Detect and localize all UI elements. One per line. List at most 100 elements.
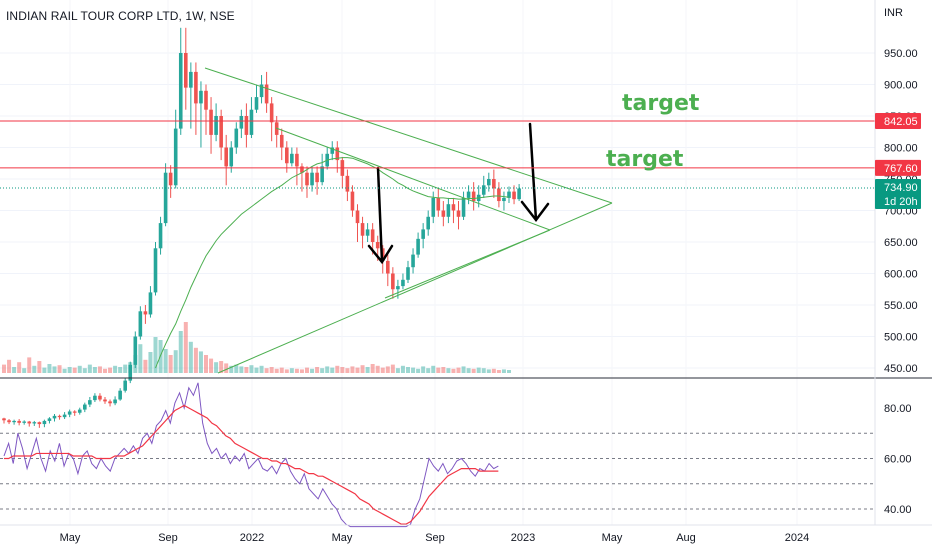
candle-body (83, 404, 87, 410)
time-tick-label: 2024 (785, 532, 809, 544)
volume-bar (118, 367, 123, 373)
candle-body (355, 210, 360, 224)
volume-bar (219, 361, 224, 373)
candle-body (22, 421, 26, 423)
volume-bar (471, 368, 476, 373)
candle-body (279, 134, 284, 148)
candle-body (285, 147, 289, 164)
price-tick-label: 550.00 (884, 300, 918, 312)
rsi-axis-ticks: 40.00 60.00 80.00 (884, 403, 912, 516)
price-tick-label: 450.00 (884, 363, 918, 375)
candle-body (204, 90, 208, 110)
time-tick-label: 2022 (240, 532, 264, 544)
volume-bar (416, 368, 421, 373)
candle-body (219, 116, 223, 148)
volume-bar (259, 365, 264, 373)
candle-body (72, 411, 77, 413)
candle-body (214, 116, 218, 135)
volume-bar (350, 366, 355, 373)
volume-bar (2, 364, 6, 373)
candle-body (88, 400, 92, 405)
candle-body (199, 90, 203, 104)
volume-bar (431, 365, 436, 373)
candle-body (77, 409, 82, 413)
volume-bar (183, 322, 188, 373)
volume-bar (496, 370, 501, 373)
volume-bar (406, 367, 410, 373)
horizontal-levels (0, 120, 875, 169)
candle-body (295, 153, 299, 167)
candlestick-series (2, 27, 521, 428)
rsi-tick-label: 80.00 (884, 403, 912, 415)
volume-bar (476, 367, 481, 373)
volume-bar (466, 368, 471, 373)
candle-body (350, 191, 355, 211)
candle-body (229, 147, 234, 167)
volume-bar (173, 350, 178, 373)
volume-bar (305, 367, 309, 373)
price-tick-label: 950.00 (884, 48, 918, 60)
currency-label: INR (884, 7, 903, 19)
volume-bar (37, 361, 42, 373)
candle-body (259, 84, 264, 98)
candle-body (471, 191, 476, 202)
volume-bar (370, 364, 375, 373)
time-tick-label: Sep (158, 532, 178, 544)
candle-body (375, 242, 380, 249)
candle-body (47, 418, 52, 421)
candle-body (113, 399, 117, 404)
volume-bar (325, 366, 330, 373)
candle-body (396, 286, 400, 290)
annotation-target-lower[interactable]: target (606, 147, 684, 172)
volume-bar (209, 358, 214, 373)
level-price-tag (875, 113, 921, 130)
candle-body (173, 128, 178, 186)
volume-bar (269, 367, 274, 373)
candle-body (300, 166, 304, 173)
volume-bar (481, 368, 486, 373)
volume-bar (62, 368, 67, 373)
volume-bar (395, 368, 400, 373)
volume-bar (82, 368, 87, 373)
volume-bar (224, 363, 229, 373)
time-tick-label: May (60, 532, 81, 544)
candle-body (118, 390, 122, 400)
rsi-tick-label: 40.00 (884, 504, 912, 516)
candle-body (481, 185, 486, 195)
arrow-drawings[interactable] (367, 122, 550, 265)
candle-body (178, 53, 183, 129)
volume-bar (77, 365, 82, 373)
volume-bar (426, 368, 431, 373)
candle-body (158, 223, 163, 249)
volume-bar (486, 369, 491, 373)
candle-body (406, 267, 410, 280)
candle-body (507, 191, 511, 198)
price-tick-label: 900.00 (884, 80, 918, 92)
candle-body (57, 415, 62, 418)
volume-bar (52, 366, 57, 373)
candle-body (37, 422, 42, 425)
volume-bar (92, 367, 97, 373)
candle-body (411, 254, 415, 268)
volume-bar (193, 347, 198, 373)
volume-bar (188, 341, 193, 373)
volume-bar (365, 367, 370, 373)
candle-body (98, 395, 102, 400)
candle-body (446, 204, 451, 217)
inner-trend-lines-drawing[interactable] (275, 127, 551, 299)
candle-body (264, 84, 269, 104)
candle-body (360, 223, 365, 236)
volume-bar (12, 367, 17, 373)
candle-body (426, 216, 430, 230)
volume-bar (320, 368, 325, 373)
volume-bar (234, 364, 239, 373)
volume-bar (17, 362, 22, 373)
candle-body (17, 420, 21, 423)
candle-body (2, 418, 6, 421)
candle-body (184, 53, 188, 88)
volume-bar (244, 367, 249, 373)
volume-bar (123, 364, 128, 373)
volume-bar (87, 364, 92, 373)
annotation-target-upper[interactable]: target (622, 91, 700, 116)
